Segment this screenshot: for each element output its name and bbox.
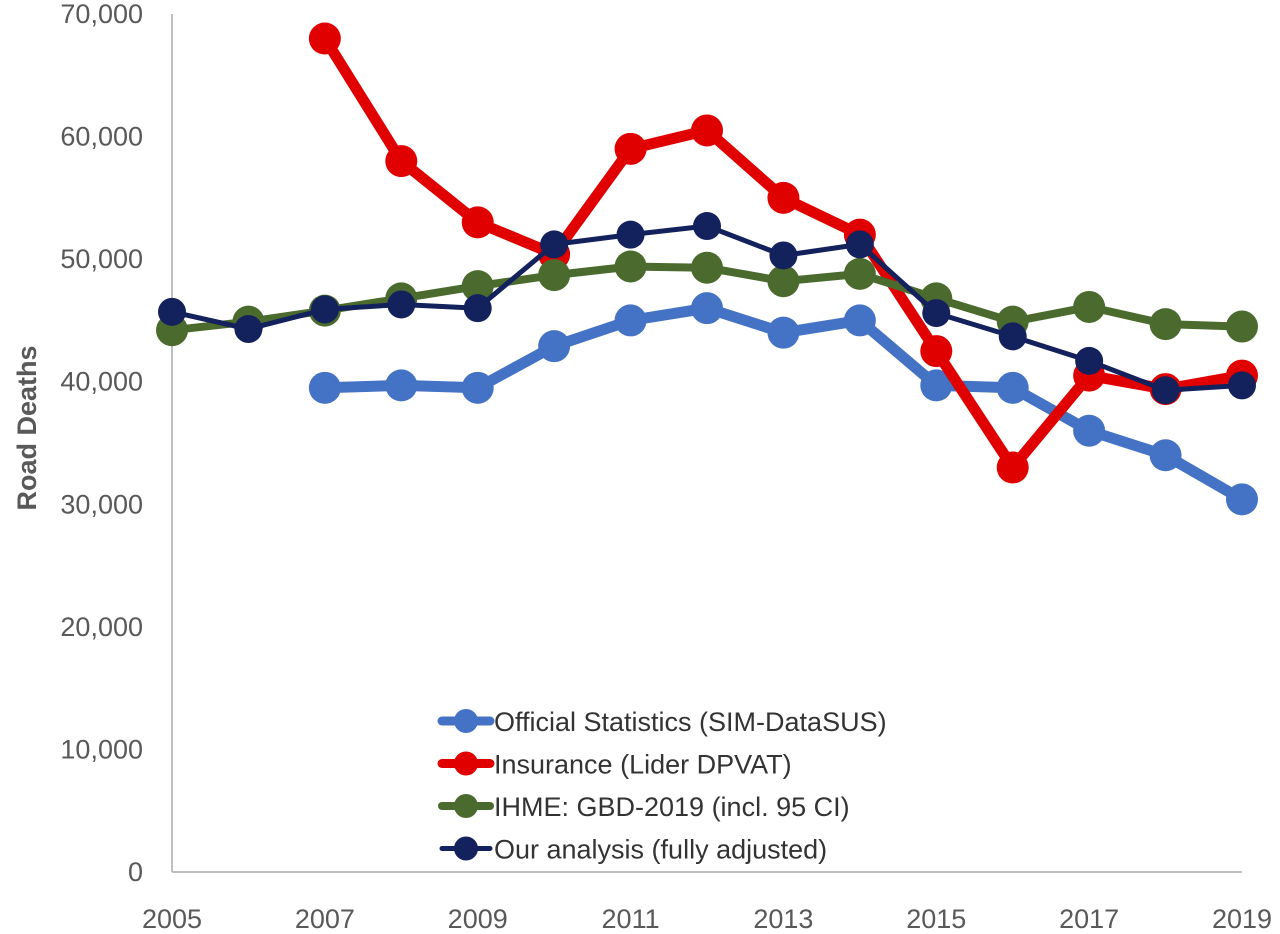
legend-item: IHME: GBD-2019 (incl. 95 CI) xyxy=(438,792,850,822)
data-point xyxy=(1149,439,1182,472)
y-axis-title: Road Deaths xyxy=(12,345,42,510)
data-point xyxy=(767,181,800,214)
data-point xyxy=(158,297,186,326)
x-tick-label: 2007 xyxy=(295,904,355,934)
data-point xyxy=(310,295,339,324)
x-tick-label: 2015 xyxy=(906,904,966,934)
y-tick-label: 60,000 xyxy=(60,122,143,152)
data-point xyxy=(998,322,1027,351)
legend: Official Statistics (SIM-DataSUS) Insuran… xyxy=(437,707,887,865)
x-tick-label: 2019 xyxy=(1212,904,1272,934)
series-group xyxy=(158,212,1256,405)
legend-swatch-marker xyxy=(454,709,478,733)
data-point xyxy=(996,371,1029,404)
axes-layer: 0 10,000 20,000 30,000 40,000 50,000 60,000 70,… xyxy=(60,0,1272,934)
x-tick-label: 2011 xyxy=(602,904,660,934)
x-tick-label: 2009 xyxy=(448,904,508,934)
data-point xyxy=(461,371,494,404)
data-point xyxy=(616,220,645,249)
legend-swatch-marker xyxy=(454,794,478,818)
y-tick-label: 40,000 xyxy=(60,367,143,397)
data-point xyxy=(769,241,798,270)
data-point xyxy=(843,304,876,337)
data-point xyxy=(385,145,418,178)
legend-item: Insurance (Lider DPVAT) xyxy=(437,750,792,780)
data-point xyxy=(1151,376,1180,405)
data-point xyxy=(387,290,416,319)
data-point xyxy=(996,451,1029,484)
data-point xyxy=(1226,310,1258,343)
y-tick-label: 20,000 xyxy=(60,612,143,642)
data-point xyxy=(845,230,874,259)
data-point xyxy=(767,316,800,349)
data-point xyxy=(614,304,647,337)
x-tick-label: 2005 xyxy=(142,904,202,934)
legend-item: Official Statistics (SIM-DataSUS) xyxy=(437,707,887,737)
y-tick-label: 70,000 xyxy=(60,0,143,29)
legend-label: Official Statistics (SIM-DataSUS) xyxy=(494,707,887,737)
data-point xyxy=(234,315,263,344)
data-point xyxy=(1073,290,1106,323)
data-point xyxy=(538,330,571,363)
data-point xyxy=(767,265,800,298)
data-point xyxy=(1075,346,1104,375)
y-tick-label: 50,000 xyxy=(60,244,143,274)
x-tick-label: 2013 xyxy=(753,904,813,934)
data-point xyxy=(385,369,418,402)
data-point xyxy=(691,114,723,147)
legend-label: IHME: GBD-2019 (incl. 95 CI) xyxy=(494,792,850,822)
data-point xyxy=(920,369,953,402)
data-point xyxy=(308,22,341,55)
data-point xyxy=(693,212,721,241)
data-point xyxy=(691,292,723,325)
data-point xyxy=(922,299,951,328)
y-tick-label: 10,000 xyxy=(60,734,143,764)
x-tick-label: 2017 xyxy=(1059,904,1119,934)
legend-label: Our analysis (fully adjusted) xyxy=(494,835,827,865)
data-point xyxy=(843,257,876,290)
data-point xyxy=(308,371,341,404)
data-point xyxy=(614,250,647,283)
data-point xyxy=(538,259,571,292)
data-point xyxy=(1226,483,1258,516)
data-point xyxy=(691,251,723,284)
data-point xyxy=(1073,414,1106,447)
legend-label: Insurance (Lider DPVAT) xyxy=(494,750,792,780)
data-point xyxy=(461,206,494,239)
data-point xyxy=(614,132,647,165)
legend-swatch-marker xyxy=(454,836,478,861)
data-point xyxy=(920,335,953,368)
series-layer xyxy=(156,22,1258,516)
legend-item: Our analysis (fully adjusted) xyxy=(439,835,827,865)
data-point xyxy=(461,270,494,303)
legend-swatch-marker xyxy=(454,751,478,776)
y-tick-label: 30,000 xyxy=(60,489,143,519)
data-point xyxy=(540,230,569,259)
data-point xyxy=(463,294,492,323)
data-point xyxy=(1228,371,1256,400)
y-tick-label: 0 xyxy=(128,857,143,887)
data-point xyxy=(1149,308,1182,341)
series-group xyxy=(308,292,1258,516)
